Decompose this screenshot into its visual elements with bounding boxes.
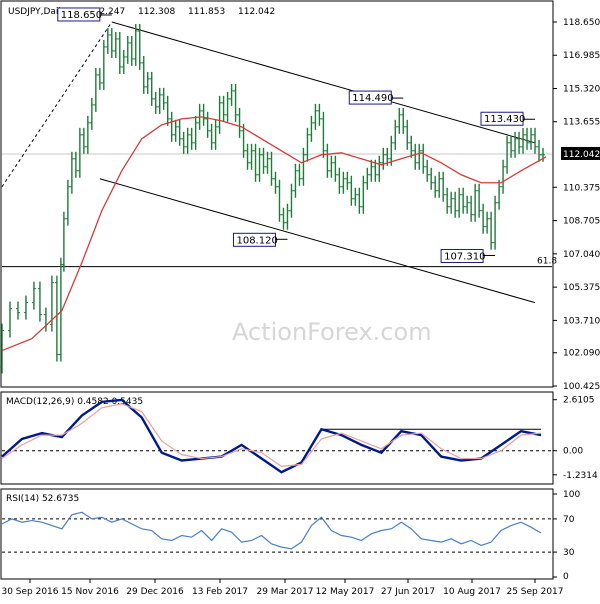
y-tick-label: 107.040 [563,250,600,260]
y-tick-label: 115.320 [563,84,600,94]
price-annotations: 118.650 108.120 114.490 107.310 113.430 [57,7,536,263]
macd-signal-line [1,403,542,467]
current-price-value: 112.042 [563,150,600,160]
x-tick-label: 25 Sep 2017 [506,587,563,597]
price-label: 108.120 [236,235,277,246]
current-price-badge [561,146,600,160]
price-lines [0,21,547,374]
ohlc-low: 111.853 [188,7,225,17]
y-tick-label: 118.650 [563,18,600,28]
trendline [99,178,536,304]
x-tick-label: 29 Dec 2016 [126,587,184,597]
rsi-panel-frame [0,488,554,580]
price-label-box [480,111,524,126]
rsi-y-axis: 100 70 30 0 [553,490,580,582]
y-tick-label: 105.375 [563,283,600,293]
y-tick-label: 100.425 [563,382,600,392]
macd-lines [1,398,552,474]
rsi-tick-label: 30 [563,548,575,558]
x-tick-label: 12 May 2017 [316,587,375,597]
x-tick-label: 29 Mar 2017 [256,587,313,597]
rsi-tick-label: 0 [563,572,569,582]
price-label: 118.650 [61,10,102,21]
y-tick-label: 116.985 [563,51,600,61]
rsi-line [1,511,542,550]
fib-label: 61.8 [537,257,557,267]
price-label: 113.430 [484,114,525,125]
x-tick-label: 10 Aug 2017 [443,587,501,597]
trendline [111,21,536,144]
price-panel-frame [0,0,554,388]
price-grid: 61.8 [2,153,557,268]
macd-panel: MACD(12,26,9) 0.4582 0.5435 2.6105 0.00 -1… [0,391,598,485]
rsi-panel: RSI(14) 52.6735 100 70 30 0 [0,488,580,582]
price-label: 114.490 [352,93,393,104]
rsi-lines [1,511,552,553]
macd-panel-frame [0,391,554,485]
x-tick-label: 15 Nov 2016 [61,587,119,597]
x-tick-label: 27 Jun 2017 [381,587,435,597]
macd-line [1,398,542,474]
x-tick-label: 30 Sep 2016 [1,587,58,597]
price-y-axis: 118.650 116.985 115.320 113.655 112.042 110.3… [553,18,600,392]
watermark: ActionForex.com [232,318,432,346]
macd-y-axis: 2.6105 0.00 -1.2314 [553,396,598,481]
y-tick-label: 102.090 [563,349,600,359]
rsi-tick-label: 100 [563,490,580,500]
x-axis: 30 Sep 2016 15 Nov 2016 29 Dec 2016 13 Feb … [1,579,564,597]
ohlc-high: 112.308 [138,7,175,17]
y-tick-label: 108.705 [563,217,600,227]
ohlc-open: 112.247 [88,7,125,17]
chart-title: USDJPY,Daily [8,7,67,17]
x-tick-label: 13 Feb 2017 [192,587,248,597]
y-tick-label: 113.655 [563,118,600,128]
macd-tick-label: 0.00 [563,447,583,457]
rsi-title: RSI(14) 52.6735 [6,494,79,504]
y-tick-label: 103.710 [563,316,600,326]
macd-tick-label: 2.6105 [563,396,595,406]
price-label: 107.310 [444,251,485,262]
price-panel: USDJPY,Daily 112.247 112.308 111.853 112… [0,0,600,392]
ohlc-close: 112.042 [238,7,275,17]
macd-title: MACD(12,26,9) 0.4582 0.5435 [6,397,143,407]
rsi-tick-label: 70 [563,515,575,525]
macd-tick-label: -1.2314 [563,471,598,481]
y-tick-label: 110.375 [563,183,600,193]
moving-average-line [1,116,547,352]
